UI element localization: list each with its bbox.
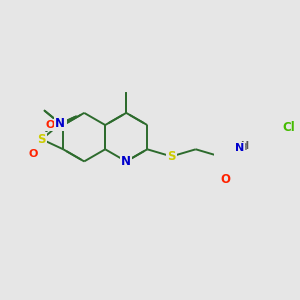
Text: S: S: [167, 150, 176, 163]
Text: Cl: Cl: [282, 121, 295, 134]
Text: H: H: [240, 141, 248, 152]
Text: H: H: [239, 142, 247, 152]
Text: S: S: [38, 133, 46, 146]
Text: O: O: [46, 120, 55, 130]
Text: N: N: [235, 143, 244, 153]
Text: N: N: [55, 117, 65, 130]
Text: O: O: [221, 173, 231, 186]
Text: N: N: [236, 143, 245, 153]
Text: O: O: [28, 148, 38, 159]
Text: N: N: [121, 155, 131, 168]
